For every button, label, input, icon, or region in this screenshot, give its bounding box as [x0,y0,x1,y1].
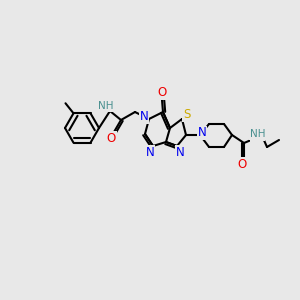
Text: O: O [106,131,116,145]
Text: N: N [146,146,154,158]
Text: N: N [140,110,148,124]
Text: O: O [237,158,247,170]
Text: O: O [158,86,166,100]
Text: S: S [183,109,191,122]
Text: N: N [250,128,260,142]
Text: H: H [256,130,264,140]
Text: NH: NH [98,101,114,111]
Text: N: N [198,127,206,140]
Text: NH: NH [250,129,266,139]
Text: N: N [176,146,184,158]
